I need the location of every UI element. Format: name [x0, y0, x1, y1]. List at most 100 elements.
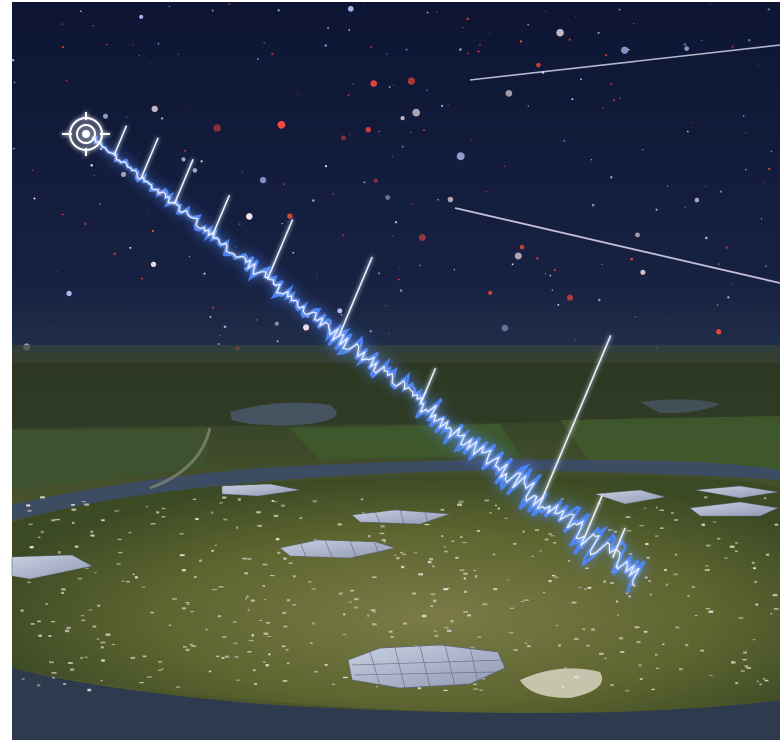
antenna-tile — [74, 545, 79, 548]
star — [590, 159, 592, 161]
antenna-tile — [71, 521, 75, 524]
star — [388, 332, 390, 334]
antenna-tile — [150, 523, 156, 525]
star — [283, 183, 286, 186]
antenna-tile — [156, 511, 160, 514]
star — [340, 135, 346, 141]
star — [263, 42, 265, 44]
antenna-tile — [753, 567, 757, 570]
star — [441, 104, 444, 107]
antenna-tile — [625, 689, 630, 692]
antenna-tile — [272, 501, 278, 503]
antenna-tile — [577, 671, 583, 673]
antenna-tile — [645, 543, 649, 546]
antenna-tile — [754, 581, 758, 583]
star — [238, 223, 241, 226]
star — [731, 45, 734, 48]
antenna-tile — [179, 554, 185, 557]
antenna-tile — [251, 634, 254, 637]
antenna-tile — [324, 664, 328, 666]
antenna-tile — [285, 648, 289, 651]
star — [610, 176, 613, 179]
antenna-tile — [51, 621, 56, 623]
antenna-tile — [660, 527, 664, 529]
antenna-tile — [121, 580, 125, 582]
star — [181, 157, 186, 162]
antenna-tile — [101, 519, 105, 522]
antenna-tile — [462, 542, 467, 544]
antenna-tile — [370, 609, 376, 611]
antenna-tile — [429, 558, 433, 561]
antenna-tile — [735, 550, 738, 552]
star — [292, 251, 295, 254]
panel-cluster — [594, 489, 666, 505]
panel-cluster — [347, 644, 506, 689]
antenna-tile — [222, 636, 227, 638]
antenna-tile — [84, 503, 90, 506]
antenna-tile — [283, 557, 287, 560]
star — [619, 58, 621, 60]
star — [742, 115, 745, 117]
star — [296, 92, 298, 94]
star — [31, 169, 34, 171]
antenna-tile — [157, 669, 162, 671]
star — [384, 304, 387, 307]
antenna-tile — [270, 575, 275, 577]
antenna-tile — [142, 655, 147, 658]
antenna-tile — [656, 667, 659, 669]
star — [612, 99, 616, 102]
antenna-tile — [705, 565, 709, 567]
star — [544, 273, 547, 275]
antenna-tile — [371, 623, 377, 626]
panel-cluster — [11, 554, 93, 580]
antenna-tile — [495, 504, 497, 507]
antenna-tile — [742, 659, 747, 661]
antenna-tile — [342, 634, 347, 636]
star — [768, 167, 771, 171]
star — [621, 46, 629, 54]
star — [635, 316, 637, 318]
star — [401, 145, 404, 148]
star — [349, 133, 351, 136]
antenna-tile — [493, 588, 498, 591]
antenna-tile — [211, 511, 214, 514]
antenna-tile — [218, 586, 224, 588]
antenna-tile — [67, 662, 73, 664]
antenna-tile — [534, 529, 540, 531]
star — [462, 26, 464, 29]
star — [93, 174, 95, 176]
antenna-tile — [459, 569, 465, 571]
antenna-tile — [553, 542, 557, 544]
antenna-tile — [282, 645, 286, 648]
meteor-trail — [469, 44, 780, 81]
horizon-haze — [12, 345, 780, 363]
antenna-tile — [141, 586, 146, 588]
star — [373, 178, 378, 183]
antenna-tile — [524, 642, 528, 644]
star — [571, 98, 574, 101]
antenna-tile — [48, 635, 52, 637]
antenna-tile — [58, 551, 61, 554]
antenna-tile — [427, 560, 432, 564]
antenna-tile — [544, 538, 549, 541]
antenna-tile — [489, 512, 492, 514]
antenna-tile — [372, 611, 376, 613]
star — [447, 104, 449, 106]
antenna-tile — [513, 543, 517, 545]
antenna-tile — [245, 598, 247, 600]
star — [105, 43, 108, 46]
star — [762, 182, 764, 184]
antenna-tile — [463, 572, 468, 575]
antenna-tile — [430, 605, 434, 607]
signal-spike — [420, 367, 437, 404]
antenna-tile — [94, 572, 97, 574]
antenna-tile — [28, 523, 33, 526]
antenna-tile — [71, 504, 75, 506]
antenna-tile — [215, 655, 220, 657]
antenna-tile — [332, 683, 335, 685]
antenna-tile — [283, 625, 288, 628]
star — [276, 340, 279, 343]
antenna-tile — [338, 592, 343, 595]
antenna-tile — [740, 670, 745, 672]
meteor-trail — [454, 207, 780, 284]
